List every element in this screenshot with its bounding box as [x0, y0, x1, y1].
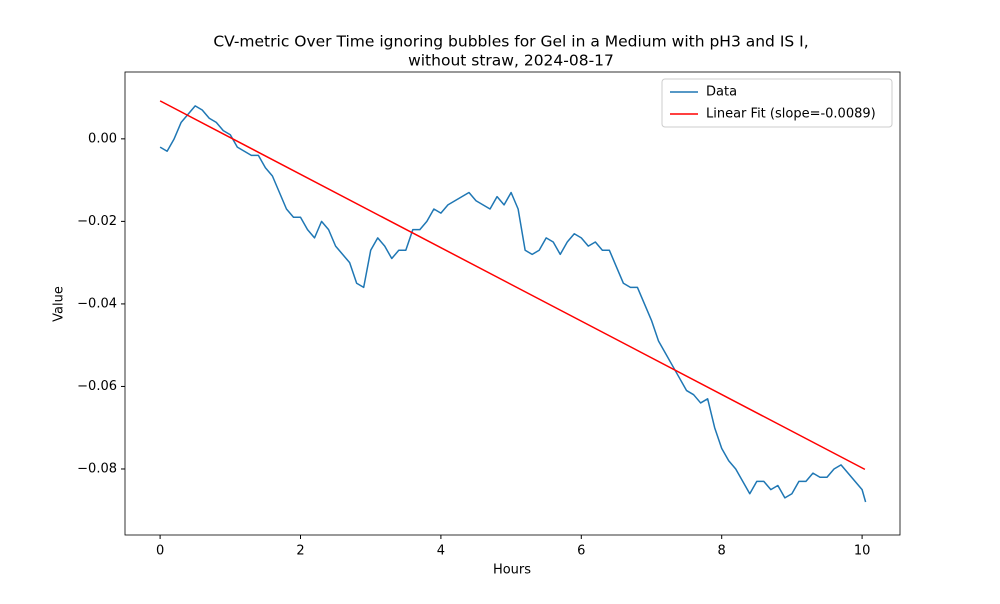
x-tick-label: 4: [437, 544, 445, 559]
legend-box: [661, 78, 893, 128]
series-line: [159, 100, 866, 471]
y-tick-label: −0.06: [77, 379, 117, 394]
x-tick-label: 8: [718, 544, 726, 559]
legend-label: Data: [706, 85, 737, 100]
y-tick-label: −0.04: [77, 296, 117, 311]
y-tick-label: 0.00: [88, 131, 117, 146]
x-tick-label: 2: [296, 544, 304, 559]
x-tick-label: 6: [577, 544, 585, 559]
y-tick-label: −0.02: [77, 214, 117, 229]
chart-title: CV-metric Over Time ignoring bubbles for…: [213, 33, 808, 51]
chart-title: without straw, 2024-08-17: [408, 52, 614, 70]
legend-label: Linear Fit (slope=-0.0089): [706, 107, 876, 122]
x-tick-label: 10: [854, 544, 871, 559]
plot-frame: [124, 71, 901, 536]
x-tick-label: 0: [156, 544, 164, 559]
x-axis-label: Hours: [493, 563, 531, 578]
y-axis-label: Value: [52, 286, 67, 322]
series-line: [159, 105, 867, 503]
y-tick-label: −0.08: [77, 461, 117, 476]
